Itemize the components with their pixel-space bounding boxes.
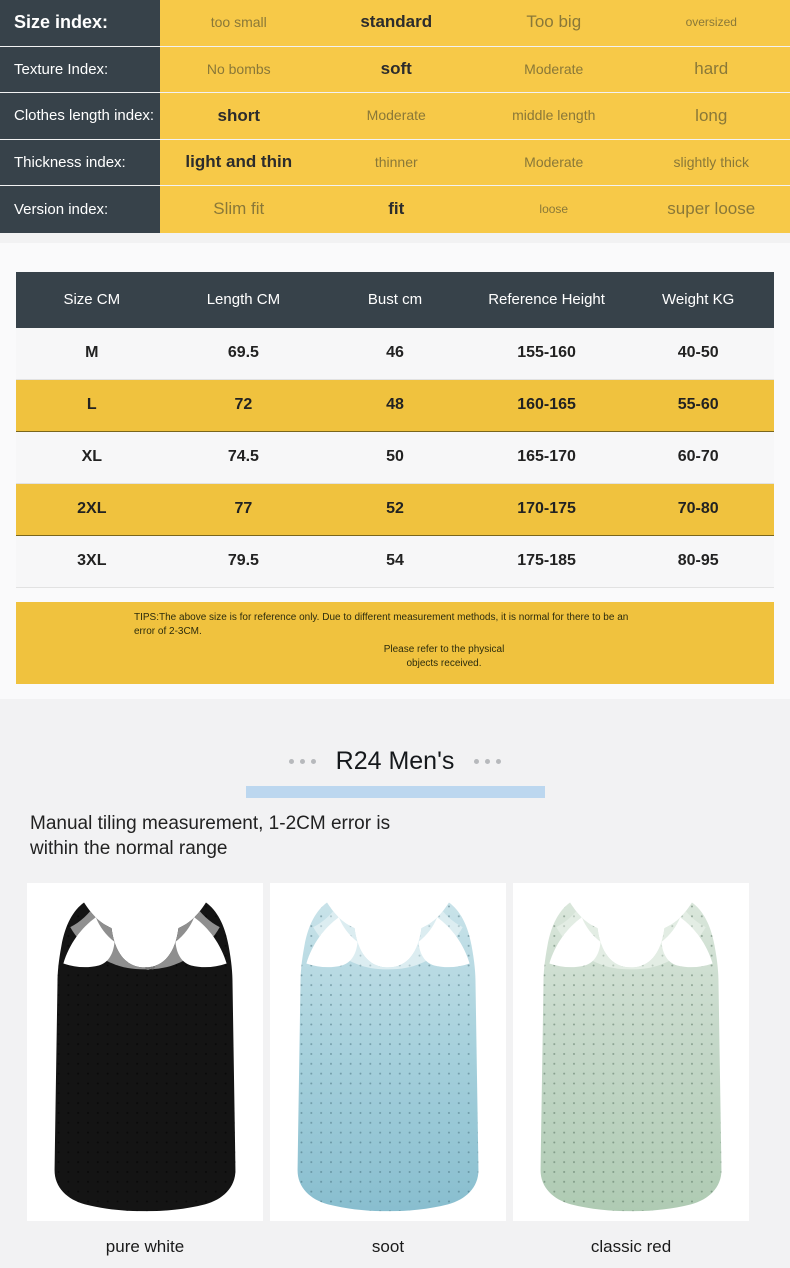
svg-text:KEEB: KEEB	[141, 929, 157, 972]
